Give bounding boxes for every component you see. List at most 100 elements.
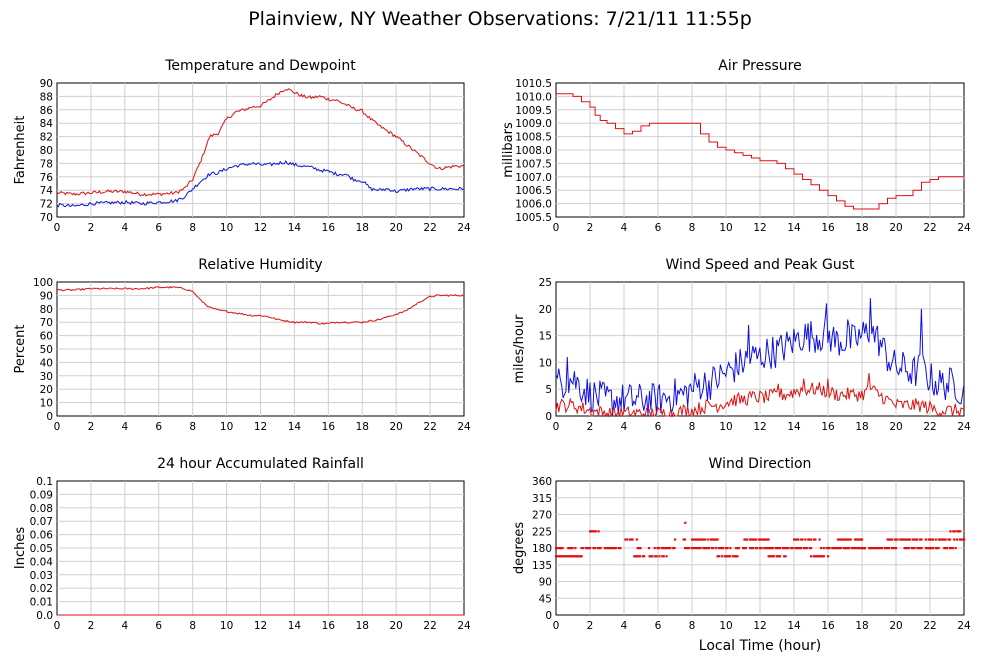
- direction-point: [859, 538, 862, 541]
- direction-point: [757, 538, 760, 541]
- x-tick-label: 6: [655, 421, 662, 433]
- direction-point: [826, 547, 830, 550]
- direction-point: [716, 538, 719, 541]
- direction-point: [869, 547, 872, 550]
- y-axis-label: Percent: [13, 325, 28, 374]
- direction-point: [727, 555, 731, 558]
- direction-point: [571, 547, 574, 550]
- x-tick-label: 22: [423, 421, 436, 433]
- direction-point: [647, 547, 651, 550]
- direction-point: [771, 547, 774, 550]
- direction-point: [783, 547, 786, 550]
- direction-point: [844, 547, 847, 550]
- direction-point: [710, 538, 714, 541]
- direction-point: [710, 547, 714, 550]
- direction-point: [607, 547, 611, 550]
- direction-point: [784, 555, 787, 558]
- chart-title: Temperature and Dewpoint: [164, 58, 356, 74]
- direction-point: [672, 547, 675, 550]
- direction-point: [766, 538, 769, 541]
- direction-point: [953, 538, 956, 541]
- x-tick-label: 2: [88, 421, 95, 433]
- direction-point: [873, 547, 876, 550]
- direction-point: [807, 538, 810, 541]
- direction-point: [695, 538, 698, 541]
- direction-point: [566, 555, 569, 558]
- direction-point: [579, 555, 582, 558]
- direction-point: [767, 547, 770, 550]
- direction-point: [633, 555, 636, 558]
- direction-point: [906, 538, 909, 541]
- direction-point: [919, 538, 922, 541]
- direction-point: [945, 547, 949, 550]
- x-tick-label: 0: [553, 222, 560, 234]
- y-tick-label: 0.02: [30, 583, 53, 595]
- direction-point: [818, 555, 821, 558]
- direction-point: [555, 547, 558, 550]
- direction-point: [764, 547, 767, 550]
- direction-point: [818, 538, 821, 541]
- direction-point: [920, 538, 923, 541]
- direction-point: [766, 547, 769, 550]
- direction-point: [846, 547, 850, 550]
- direction-point: [743, 538, 746, 541]
- direction-point: [784, 547, 787, 550]
- y-tick-label: 135: [532, 560, 552, 572]
- y-axis-label: miles/hour: [512, 314, 527, 383]
- direction-point: [691, 538, 694, 541]
- direction-point: [876, 547, 879, 550]
- direction-point: [606, 547, 609, 550]
- direction-point: [948, 547, 952, 550]
- direction-point: [877, 547, 881, 550]
- direction-point: [570, 555, 573, 558]
- direction-point: [851, 547, 854, 550]
- direction-point: [856, 538, 859, 541]
- x-tick-label: 12: [254, 421, 267, 433]
- direction-point: [610, 547, 614, 550]
- x-tick-label: 20: [889, 421, 902, 433]
- direction-point: [896, 538, 899, 541]
- direction-point: [593, 547, 597, 550]
- direction-point: [800, 547, 803, 550]
- direction-point: [759, 547, 762, 550]
- x-tick-label: 14: [787, 222, 801, 234]
- x-tick-label: 0: [54, 222, 61, 234]
- direction-point: [848, 538, 851, 541]
- direction-point: [624, 538, 627, 541]
- direction-point: [581, 547, 585, 550]
- direction-point: [636, 547, 639, 550]
- direction-point: [870, 547, 874, 550]
- direction-point: [826, 555, 830, 558]
- direction-point: [628, 538, 631, 541]
- x-tick-label: 20: [389, 421, 402, 433]
- direction-point: [612, 547, 615, 550]
- direction-point: [736, 547, 739, 550]
- x-tick-label: 12: [254, 222, 267, 234]
- direction-point: [673, 547, 676, 550]
- x-tick-label: 22: [423, 620, 436, 632]
- direction-point: [594, 530, 597, 533]
- direction-point: [817, 555, 820, 558]
- x-tick-label: 20: [889, 222, 902, 234]
- direction-point: [887, 547, 891, 550]
- x-tick-label: 6: [655, 222, 662, 234]
- direction-point: [693, 538, 697, 541]
- direction-point: [862, 547, 865, 550]
- x-tick-label: 16: [821, 222, 835, 234]
- direction-point: [560, 547, 563, 550]
- direction-point: [720, 555, 723, 558]
- direction-point: [775, 547, 779, 550]
- direction-point: [732, 555, 735, 558]
- direction-point: [641, 555, 644, 558]
- direction-point: [557, 555, 561, 558]
- y-tick-label: 84: [40, 118, 54, 130]
- direction-point: [842, 538, 845, 541]
- direction-point: [696, 538, 699, 541]
- y-tick-label: 270: [532, 510, 552, 522]
- direction-point: [929, 547, 932, 550]
- y-axis-label: Inches: [13, 527, 28, 569]
- direction-point: [931, 547, 935, 550]
- x-tick-label: 2: [88, 620, 95, 632]
- direction-point: [947, 538, 950, 541]
- direction-point: [754, 538, 757, 541]
